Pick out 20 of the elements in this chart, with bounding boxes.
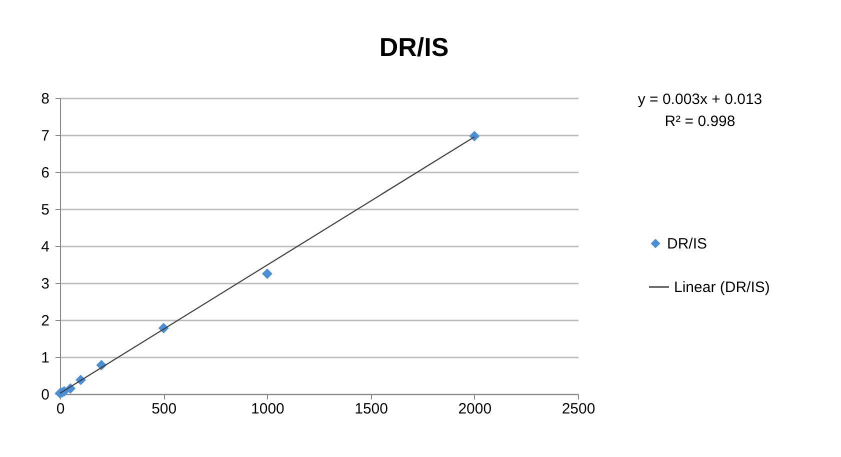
legend-label: Linear (DR/IS): [674, 279, 770, 296]
text: y = 0.003x + 0.013: [638, 91, 762, 108]
x-tick-label: 500: [152, 400, 177, 418]
x-tick-label: 0: [56, 400, 65, 418]
y-tick-label: 6: [41, 164, 50, 182]
y-tick-label: 1: [41, 350, 50, 366]
x-tick-label: 1500: [354, 400, 388, 418]
x-tick-label: 1000: [251, 400, 284, 418]
y-tick-label: 7: [41, 128, 50, 144]
x-tick-label: 2500: [562, 400, 596, 418]
chart-title: DR/IS: [379, 32, 449, 62]
y-tick-label: 2: [41, 312, 50, 330]
y-tick-label: 0: [41, 386, 50, 404]
y-tick-label: 3: [41, 276, 50, 292]
x-tick-label: 2000: [458, 400, 492, 418]
y-tick-label: 4: [41, 238, 50, 256]
text: R² = 0.998: [664, 113, 736, 130]
y-tick-label: 8: [41, 90, 50, 108]
legend-label: DR/IS: [667, 236, 708, 252]
y-tick-label: 5: [41, 202, 50, 218]
